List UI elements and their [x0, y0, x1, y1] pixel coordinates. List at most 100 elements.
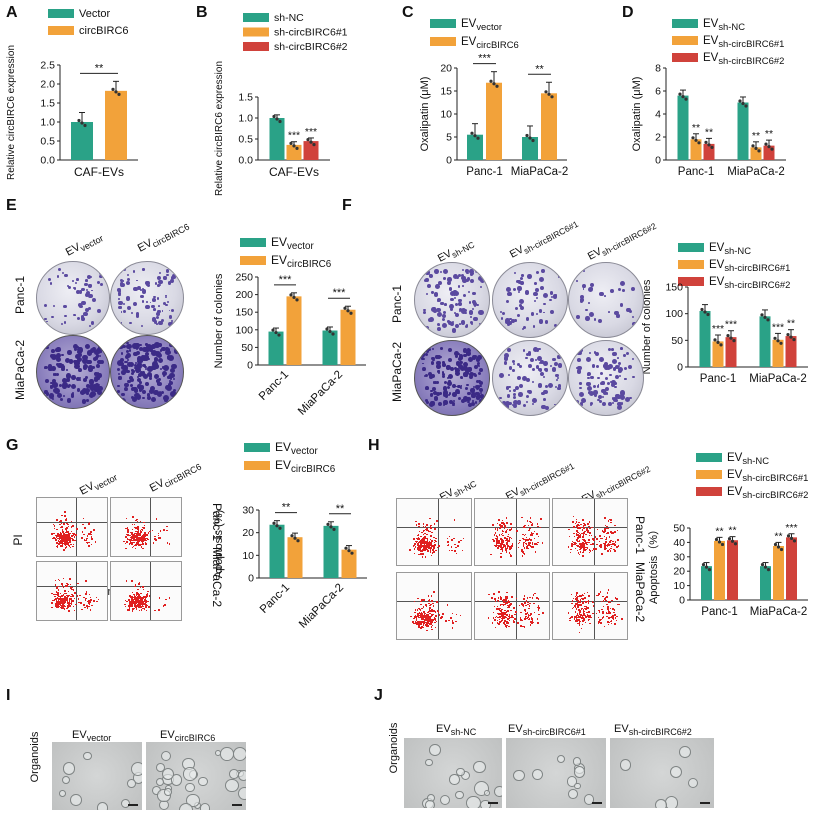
- x-tick-label: MiaPaCa-2: [749, 373, 807, 385]
- y-tick-label: 30: [242, 505, 254, 517]
- sig-label: **: [728, 525, 736, 537]
- data-point: [476, 136, 480, 140]
- data-point: [290, 534, 294, 538]
- data-point: [710, 145, 714, 149]
- y-axis-label: Relative circBIRC6 expression: [6, 45, 17, 180]
- row-label: Organoids: [29, 731, 41, 782]
- data-point: [550, 95, 554, 99]
- data-point: [309, 140, 313, 144]
- data-point: [716, 340, 720, 344]
- panel-letter: C: [402, 4, 414, 21]
- data-point: [295, 146, 299, 150]
- bar: [750, 147, 762, 160]
- y-tick-label: 8: [655, 63, 661, 75]
- legend-swatch: [672, 19, 698, 28]
- data-point: [547, 92, 551, 96]
- bar: [303, 141, 319, 160]
- y-tick-label: 1.0: [40, 117, 55, 129]
- data-point: [741, 101, 745, 106]
- legend-label: EVsh-circBIRC6#2: [727, 486, 808, 500]
- data-point: [293, 536, 297, 540]
- legend-label: EVsh-NC: [703, 18, 745, 32]
- y-tick-label: 100: [665, 308, 683, 320]
- data-point: [733, 542, 738, 546]
- legend-label: sh-circBIRC6#2: [274, 41, 348, 53]
- data-point: [289, 141, 293, 145]
- row-label: MiaPaCa-2: [390, 342, 404, 402]
- bar: [759, 316, 771, 367]
- bar: [725, 337, 737, 367]
- data-point: [717, 540, 722, 544]
- data-point: [329, 525, 333, 529]
- data-point: [77, 118, 81, 123]
- data-point: [764, 142, 768, 146]
- data-point: [278, 119, 282, 124]
- column-label: EVsh-circBIRC6#1: [504, 457, 576, 504]
- sig-label: **: [336, 503, 345, 515]
- data-point: [792, 539, 797, 543]
- chart-C: 0 5 10 15 20 Panc-1 MiaPaCa-2 Oxalipatin (μM) **…: [419, 53, 568, 178]
- legend-swatch: [672, 36, 698, 45]
- y-tick-label: 0.0: [238, 155, 253, 167]
- bar: [323, 525, 339, 578]
- chart-H: 0 10 20 30 40 50 Panc-1 MiaPaCa-2 Apoptosis（%） **…: [647, 522, 808, 618]
- data-point: [730, 539, 735, 543]
- sig-label: **: [692, 122, 700, 134]
- data-point: [684, 97, 688, 101]
- data-point: [80, 121, 84, 125]
- y-tick-label: 20: [440, 63, 452, 75]
- legend-label: EVvector: [271, 235, 315, 252]
- y-tick-label: 5: [446, 132, 452, 144]
- column-label: EVvector: [72, 729, 111, 743]
- data-point: [678, 92, 682, 96]
- data-point: [789, 335, 793, 339]
- data-point: [331, 332, 335, 336]
- data-point: [767, 145, 771, 149]
- x-tick-label: Panc-1: [466, 166, 502, 178]
- row-label: Panc-1: [633, 516, 647, 554]
- row-label: MiaPaCa-2: [13, 340, 27, 400]
- data-point: [773, 336, 777, 340]
- data-point: [111, 87, 115, 91]
- data-point: [707, 568, 712, 572]
- column-label: EVsh-NC: [436, 723, 477, 737]
- sig-label: ***: [305, 126, 317, 138]
- column-label: EVsh-circBIRC6#2: [580, 460, 652, 507]
- data-point: [760, 563, 765, 567]
- data-point: [312, 143, 316, 147]
- data-point: [332, 527, 336, 531]
- bar: [773, 546, 784, 600]
- legend-swatch: [678, 243, 704, 252]
- data-point: [760, 313, 764, 317]
- legend-label: Vector: [79, 8, 111, 20]
- y-tick-label: 1.0: [238, 113, 253, 125]
- bar: [71, 122, 93, 160]
- data-point: [326, 522, 330, 526]
- bar: [699, 311, 711, 367]
- legend-swatch: [243, 42, 269, 51]
- legend-swatch: [240, 256, 266, 265]
- legend-label: EVsh-circBIRC6#2: [709, 276, 790, 290]
- data-point: [773, 542, 778, 547]
- data-point: [272, 114, 276, 119]
- x-axis-label: CAF-EVs: [74, 165, 124, 179]
- data-point: [751, 144, 755, 148]
- panel-letter: G: [6, 437, 18, 454]
- y-tick-label: 15: [440, 86, 452, 98]
- data-point: [473, 134, 477, 138]
- legend-swatch: [48, 26, 74, 35]
- bar: [541, 93, 557, 160]
- data-point: [691, 136, 695, 140]
- bar: [467, 134, 483, 160]
- column-label: EVsh-circBIRC6#2: [614, 723, 692, 737]
- legend-label: EVsh-circBIRC6#1: [709, 259, 790, 273]
- y-tick-label: 0: [248, 573, 254, 585]
- row-label: MiaPaCa-2: [633, 562, 647, 622]
- y-axis-label: Relative circBIRC6 expression: [214, 61, 225, 196]
- data-point: [344, 546, 348, 550]
- legend-swatch: [430, 19, 456, 28]
- x-tick-label: MiaPaCa-2: [297, 582, 346, 631]
- data-point: [531, 138, 535, 143]
- data-point: [275, 524, 279, 528]
